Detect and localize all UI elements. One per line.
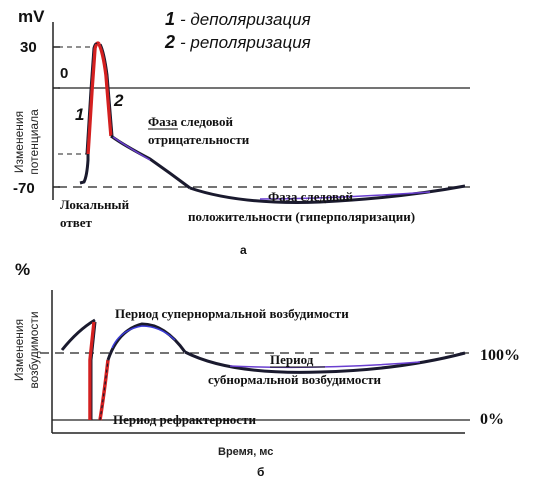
- top-hyperpolarization-accent: [259, 191, 431, 200]
- legend-1-text: - деполяризация: [180, 10, 311, 29]
- top-trace-negativity-label-1: Фаза следовой: [148, 114, 233, 129]
- top-local-response-label-2: ответ: [60, 215, 93, 230]
- top-marker-2: 2: [113, 91, 124, 110]
- bottom-y-axis-label-2: возбудимости: [27, 311, 41, 388]
- top-panel-letter: а: [240, 243, 247, 257]
- bottom-subnormal-label-1: Период: [270, 352, 314, 367]
- bottom-supernormal-label: Период супернормальной возбудимости: [115, 306, 349, 321]
- top-y-axis-label-2: потенциала: [27, 109, 41, 175]
- legend-1-number: 1: [165, 9, 175, 29]
- bottom-supernormal-accent: [111, 325, 176, 349]
- legend-2-number: 2: [164, 32, 175, 52]
- bottom-refractory-drop-outline: [91, 321, 97, 420]
- bottom-refractory-label: Период рефрактерности: [113, 412, 256, 427]
- bottom-tick-label-0: 0%: [480, 411, 504, 428]
- bottom-panel-letter: б: [257, 465, 264, 479]
- top-hyperpolarization-label-1: Фаза следовой: [268, 189, 353, 204]
- top-y-axis-label-1: Изменения: [12, 111, 26, 173]
- bottom-subnormal-label-2: субнормальной возбудимости: [208, 372, 381, 387]
- bottom-recovery-curve-outline: [99, 359, 109, 421]
- top-trace-negativity-label-2: отрицательности: [148, 132, 250, 147]
- top-marker-1: 1: [75, 105, 84, 124]
- top-tick-label-minus70: -70: [13, 180, 35, 197]
- bottom-supernormal-curve: [106, 322, 187, 361]
- top-tick-label-0: 0: [60, 65, 68, 82]
- bottom-unit-label: %: [15, 260, 30, 279]
- top-hyperpolarization-label-2: положительности (гиперполяризации): [188, 209, 415, 224]
- top-local-response-curve: [79, 154, 90, 185]
- bottom-subnormal-curve: [184, 350, 466, 374]
- top-repolarization-curve: [97, 43, 113, 137]
- legend-2-text: - реполяризация: [180, 33, 311, 52]
- bottom-refractory-drop: [88, 321, 96, 420]
- top-unit-label: mV: [18, 7, 45, 26]
- top-tick-label-30: 30: [20, 39, 37, 56]
- top-trace-negativity-accent: [112, 136, 151, 161]
- top-repolarization-outline: [100, 43, 114, 137]
- bottom-initial-rise-curve: [60, 318, 96, 351]
- bottom-tick-label-100: 100%: [480, 347, 520, 364]
- bottom-x-axis-label: Время, мс: [218, 446, 273, 458]
- top-local-response-label-1: Локальный: [60, 197, 130, 212]
- bottom-y-axis-label-1: Изменения: [12, 319, 26, 381]
- top-depolarization-outline: [85, 42, 98, 155]
